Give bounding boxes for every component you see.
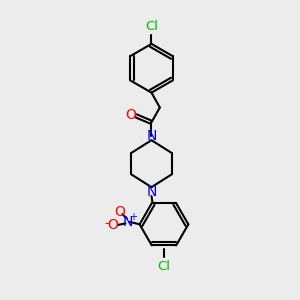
Text: Cl: Cl [158,260,170,273]
Text: -: - [104,217,109,230]
Text: O: O [125,108,136,122]
Text: N: N [146,184,157,199]
Text: O: O [107,218,118,233]
Text: +: + [129,212,137,222]
Text: N: N [146,129,157,143]
Text: Cl: Cl [145,20,158,33]
Text: N: N [123,215,134,229]
Text: O: O [114,206,125,219]
